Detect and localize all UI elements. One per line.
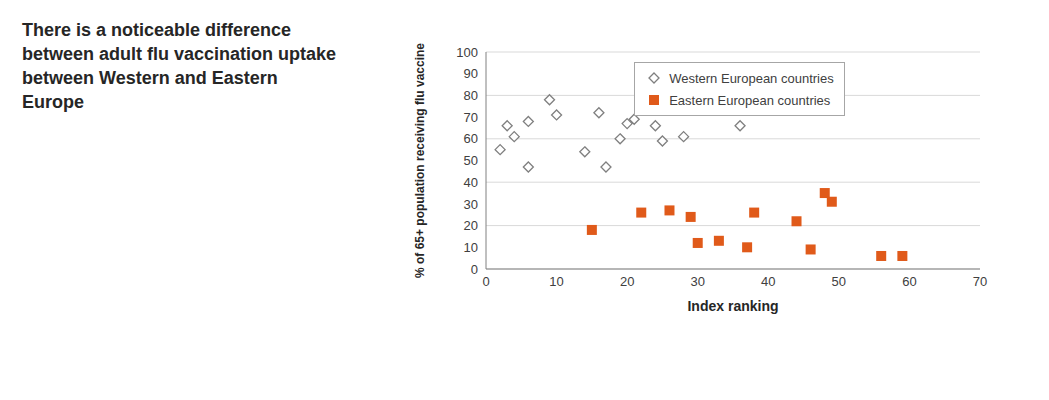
svg-text:30: 30 [464, 197, 478, 212]
svg-text:0: 0 [471, 262, 478, 277]
svg-text:0: 0 [482, 274, 489, 289]
svg-text:% of 65+ population receiving: % of 65+ population receiving flu vaccin… [413, 43, 427, 278]
svg-text:100: 100 [456, 45, 478, 60]
html-text:Eastern European countries: Eastern European countries [669, 92, 831, 108]
svg-text:Index ranking: Index ranking [687, 298, 778, 314]
svg-text:20: 20 [620, 274, 634, 289]
svg-text:70: 70 [973, 274, 987, 289]
svg-text:50: 50 [464, 153, 478, 168]
svg-text:60: 60 [464, 131, 478, 146]
svg-text:80: 80 [464, 88, 478, 103]
svg-text:50: 50 [832, 274, 846, 289]
html-text:There is a noticeable differen: There is a noticeable difference between… [22, 20, 337, 112]
svg-text:10: 10 [549, 274, 563, 289]
svg-text:60: 60 [902, 274, 916, 289]
svg-text:30: 30 [690, 274, 704, 289]
html-text:Western European countries: Western European countries [669, 70, 834, 86]
svg-text:70: 70 [464, 110, 478, 125]
svg-text:40: 40 [761, 274, 775, 289]
svg-text:90: 90 [464, 66, 478, 81]
svg-text:40: 40 [464, 175, 478, 190]
svg-text:20: 20 [464, 218, 478, 233]
svg-text:10: 10 [464, 240, 478, 255]
